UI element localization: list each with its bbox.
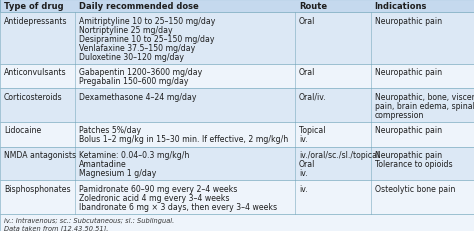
Text: Patches 5%/day: Patches 5%/day [79,126,141,135]
Text: iv./oral/sc./sl./topical: iv./oral/sc./sl./topical [299,150,379,159]
Text: Dexamethasone 4–24 mg/day: Dexamethasone 4–24 mg/day [79,92,196,101]
Text: iv.: iv. [299,168,308,177]
Text: Indications: Indications [374,2,427,11]
Text: Venlafaxine 37.5–150 mg/day: Venlafaxine 37.5–150 mg/day [79,43,195,52]
Bar [0,181,474,214]
Text: Desipramine 10 to 25–150 mg/day: Desipramine 10 to 25–150 mg/day [79,34,214,43]
Text: Pamidronate 60–90 mg every 2–4 weeks: Pamidronate 60–90 mg every 2–4 weeks [79,184,237,193]
Text: Daily recommended dose: Daily recommended dose [79,2,199,11]
Text: Neuropathic, bone, visceral: Neuropathic, bone, visceral [374,92,474,101]
Bar [0,65,474,89]
Text: Neuropathic pain: Neuropathic pain [374,150,442,159]
Text: Oral: Oral [299,68,315,77]
Text: Zoledronic acid 4 mg every 3–4 weeks: Zoledronic acid 4 mg every 3–4 weeks [79,193,229,202]
Text: Anticonvulsants: Anticonvulsants [4,68,67,77]
Text: Bisphosphonates: Bisphosphonates [4,184,71,193]
Text: Nortriptyline 25 mg/day: Nortriptyline 25 mg/day [79,25,173,34]
Bar [0,13,474,65]
Text: Corticosteroids: Corticosteroids [4,92,63,101]
Text: Duloxetine 30–120 mg/day: Duloxetine 30–120 mg/day [79,52,184,61]
Text: Gabapentin 1200–3600 mg/day: Gabapentin 1200–3600 mg/day [79,68,202,77]
Text: Ibandronate 6 mg × 3 days, then every 3–4 weeks: Ibandronate 6 mg × 3 days, then every 3–… [79,202,277,211]
Text: Antidepressants: Antidepressants [4,16,67,25]
Text: Oral: Oral [299,159,315,168]
Text: Type of drug: Type of drug [4,2,64,11]
Text: Oral/iv.: Oral/iv. [299,92,327,101]
Text: Tolerance to opioids: Tolerance to opioids [374,159,452,168]
Text: NMDA antagonists: NMDA antagonists [4,150,76,159]
Bar [0,123,474,147]
Text: Neuropathic pain: Neuropathic pain [374,16,442,25]
Text: iv.: iv. [299,135,308,144]
Text: Magnesium 1 g/day: Magnesium 1 g/day [79,168,156,177]
Bar [0,89,474,123]
Text: Ketamine: 0.04–0.3 mg/kg/h: Ketamine: 0.04–0.3 mg/kg/h [79,150,189,159]
Text: Data taken from [12,43,50,51].: Data taken from [12,43,50,51]. [4,224,109,231]
Text: Amitriptyline 10 to 25–150 mg/day: Amitriptyline 10 to 25–150 mg/day [79,16,215,25]
Text: Oral: Oral [299,16,315,25]
Text: Route: Route [299,2,327,11]
Text: Amantadine: Amantadine [79,159,127,168]
Text: pain, brain edema, spinal cord: pain, brain edema, spinal cord [374,101,474,110]
Text: iv.: iv. [299,184,308,193]
Text: Osteolytic bone pain: Osteolytic bone pain [374,184,455,193]
Text: Topical: Topical [299,126,325,135]
Bar [0,214,474,231]
Text: Lidocaine: Lidocaine [4,126,41,135]
Text: Neuropathic pain: Neuropathic pain [374,68,442,77]
Bar [0,147,474,181]
Text: Neuropathic pain: Neuropathic pain [374,126,442,135]
Text: compression: compression [374,110,424,119]
Text: Bolus 1–2 mg/kg in 15–30 min. If effective, 2 mg/kg/h: Bolus 1–2 mg/kg in 15–30 min. If effecti… [79,135,288,144]
Text: iv.: Intravenous; sc.: Subcutaneous; sl.: Sublingual.: iv.: Intravenous; sc.: Subcutaneous; sl.… [4,217,174,223]
Bar [0,0,474,13]
Text: Pregabalin 150–600 mg/day: Pregabalin 150–600 mg/day [79,77,188,86]
